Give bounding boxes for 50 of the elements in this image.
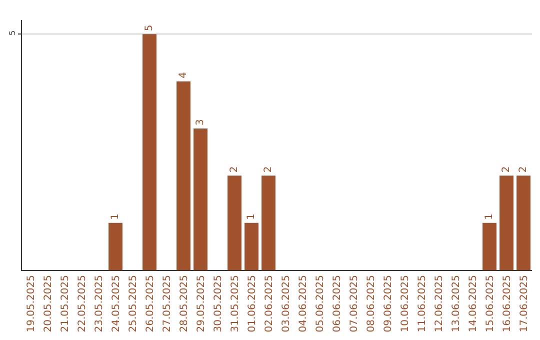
x-tick-label: 02.06.2025 [264,275,275,332]
bar [228,176,242,270]
x-tick-label: 10.06.2025 [400,275,411,332]
x-tick-label: 26.05.2025 [144,275,156,332]
data-label: 5 [144,24,155,32]
x-tick-label: 17.06.2025 [518,275,530,332]
bar [244,222,258,270]
data-label: 1 [110,213,121,220]
data-label: 2 [501,166,512,173]
bar [482,222,496,270]
x-tick-label: 25.05.2025 [128,275,139,332]
x-tick-label: 19.05.2025 [26,275,37,332]
x-tick-label: 31.05.2025 [230,275,241,332]
x-tick-label: 23.05.2025 [94,275,105,332]
x-tick-label: 14.06.2025 [468,275,479,332]
x-tick-label: 28.05.2025 [178,275,190,332]
data-label: 2 [229,166,240,173]
x-tick-label: 06.06.2025 [332,275,343,332]
x-tick-label: 13.06.2025 [450,275,462,332]
bar [142,34,156,270]
x-tick-label: 30.05.2025 [212,275,224,332]
x-tick-label: 12.06.2025 [434,275,445,332]
x-tick-label: 27.05.2025 [162,275,173,332]
bar [262,176,276,270]
x-tick-label: 20.05.2025 [42,275,54,332]
x-tick-label: 05.06.2025 [314,275,326,332]
data-label: 1 [484,213,495,220]
x-tick-label: 16.06.2025 [502,275,513,332]
data-label: 2 [263,166,274,173]
data-label: 3 [195,119,206,126]
x-tick-label: 21.05.2025 [60,275,71,332]
data-label: 4 [178,72,189,78]
x-tick-label: 15.06.2025 [484,275,496,332]
bar [516,176,530,270]
data-label: 2 [518,166,529,173]
x-tick-label: 09.06.2025 [382,275,394,332]
x-tick-label: 11.06.2025 [416,275,428,332]
x-tick-label: 22.05.2025 [76,275,88,332]
bar [500,176,514,270]
data-label: 1 [246,213,257,220]
bar [176,81,190,270]
x-tick-label: 04.06.2025 [298,275,309,332]
x-tick-label: 29.05.2025 [196,275,207,332]
x-tick-label: 07.06.2025 [348,275,360,332]
x-tick-label: 08.06.2025 [366,275,377,332]
x-tick-label: 24.05.2025 [110,275,122,332]
bar [108,222,122,270]
x-tick-label: 03.06.2025 [280,275,292,332]
x-tick-label: 01.06.2025 [246,275,258,332]
bar [194,128,208,270]
